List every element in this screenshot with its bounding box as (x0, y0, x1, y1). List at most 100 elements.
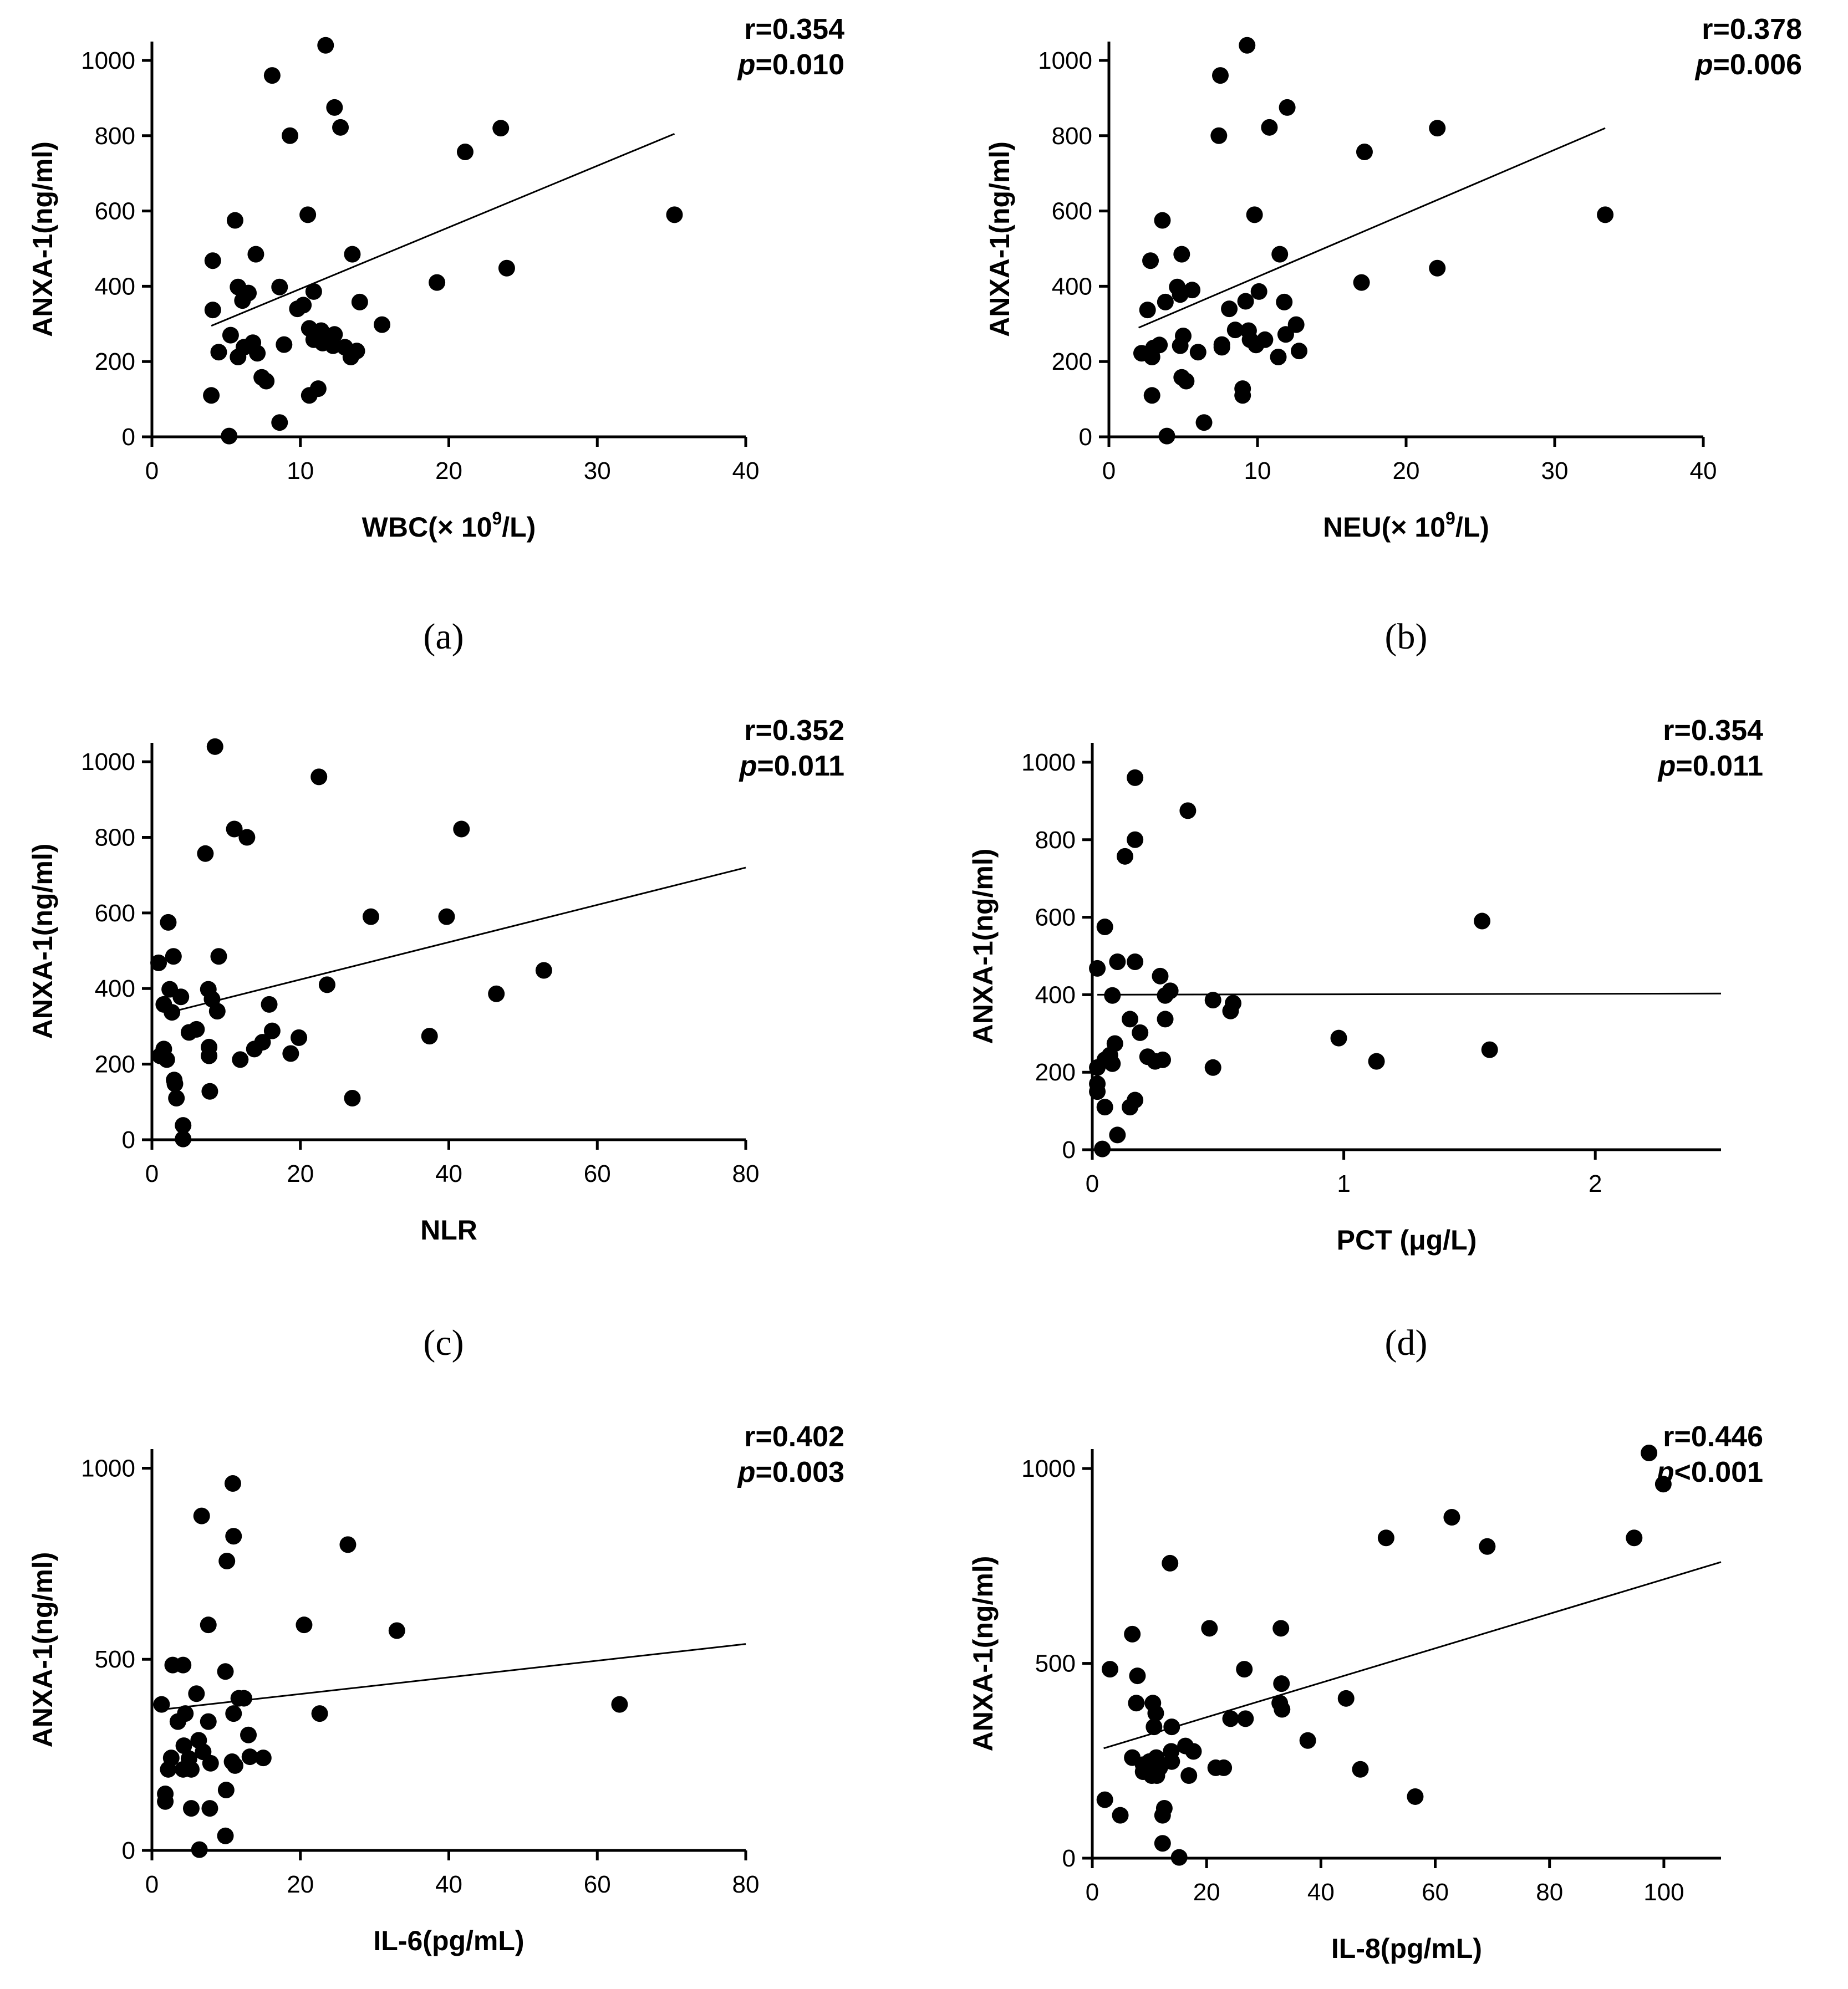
data-point (1212, 67, 1229, 84)
y-tick-label: 200 (95, 1051, 135, 1078)
data-point (1151, 336, 1168, 354)
data-point (165, 948, 182, 965)
chart-panel-4: 0 1 2 0 200 400 600 800 1000 ANXA-1(ng/ml) PCT (μg… (968, 715, 1763, 1363)
data-point (1273, 1675, 1290, 1692)
data-point (1158, 427, 1175, 445)
x-tick-label: 60 (1422, 1879, 1449, 1906)
y-axis-label: ANXA-1(ng/ml) (968, 1556, 999, 1752)
regression-line (211, 132, 675, 327)
data-point (1143, 349, 1160, 366)
stat-p: p=0.011 (1657, 750, 1763, 782)
y-axis-label: ANXA-1(ng/ml) (984, 141, 1015, 337)
data-point (175, 1117, 192, 1134)
data-point (1330, 1029, 1347, 1047)
data-point (1246, 206, 1263, 223)
data-point (498, 259, 515, 277)
data-point (150, 954, 167, 971)
stat-p: p=0.003 (737, 1456, 844, 1488)
x-tick-label: 0 (145, 457, 159, 484)
data-point (204, 252, 221, 269)
data-point (1429, 259, 1446, 277)
data-point (310, 768, 328, 786)
x-tick-label: 20 (1393, 457, 1420, 484)
data-point (1407, 1788, 1424, 1805)
data-point (1261, 119, 1278, 136)
x-tick-label: 100 (1643, 1879, 1684, 1906)
data-point (1157, 293, 1174, 310)
data-point (1172, 286, 1189, 303)
chart-panel-6: 0 20 40 60 80 10005001000ANXA-1(ng/ml)IL-8(pg… (968, 1421, 1763, 1964)
y-axis-label: ANXA-1(ng/ml) (27, 141, 58, 337)
x-tick-label: 20 (287, 1160, 314, 1187)
data-point (535, 962, 552, 979)
panel-caption: (c) (423, 1323, 464, 1363)
data-point (311, 1705, 328, 1722)
data-point (204, 302, 221, 319)
y-tick-label: 0 (1079, 424, 1092, 451)
data-point (1368, 1053, 1385, 1070)
data-point (1443, 1509, 1460, 1526)
stat-r: r=0.378 (1702, 13, 1802, 45)
data-point (201, 1083, 218, 1100)
data-point (200, 1616, 217, 1634)
data-point (225, 1528, 242, 1545)
x-axis-label: NEU(× 109/L) (1323, 508, 1489, 543)
data-point (456, 143, 474, 160)
data-point (271, 414, 288, 431)
data-point (240, 1726, 257, 1743)
data-point (1139, 302, 1156, 319)
data-point (206, 738, 223, 755)
data-point (1147, 1705, 1164, 1722)
x-tick-label: 40 (435, 1160, 462, 1187)
data-point (1173, 246, 1190, 263)
y-tick-label: 1000 (1038, 47, 1092, 74)
data-point (1124, 1625, 1141, 1643)
data-point (1248, 336, 1265, 354)
data-point (1157, 987, 1174, 1004)
y-tick-label: 200 (1052, 348, 1092, 375)
data-point (246, 1041, 263, 1058)
data-point (1337, 1690, 1355, 1707)
data-point (299, 206, 317, 223)
data-point (453, 820, 470, 838)
data-point (210, 948, 227, 965)
y-tick-label: 800 (95, 123, 135, 150)
data-point (1237, 293, 1254, 310)
data-point (193, 1507, 210, 1524)
y-tick-label: 600 (95, 198, 135, 225)
stat-p: p=0.011 (739, 750, 844, 782)
data-point (1429, 120, 1446, 137)
data-point (208, 1003, 226, 1020)
y-tick-label: 400 (95, 975, 135, 1002)
y-tick-label: 800 (1052, 123, 1092, 150)
data-point (169, 1713, 186, 1730)
data-point (1279, 99, 1296, 116)
data-point (1185, 1743, 1202, 1760)
data-point (263, 67, 281, 84)
y-tick-label: 400 (95, 273, 135, 300)
data-point (1353, 274, 1370, 291)
data-point (180, 1024, 197, 1041)
data-point (1101, 1661, 1118, 1678)
data-point (1237, 1710, 1254, 1727)
x-tick-label: 40 (1690, 457, 1717, 484)
data-point (1129, 1667, 1146, 1685)
regression-line (1138, 127, 1606, 329)
x-axis-label: WBC(× 109/L) (362, 508, 536, 543)
data-point (276, 336, 293, 353)
stat-p: p<0.001 (1656, 1456, 1763, 1488)
data-point (241, 1748, 258, 1766)
x-tick-label: 80 (732, 1871, 760, 1898)
data-point (1104, 1055, 1121, 1072)
data-point (1127, 769, 1144, 786)
data-point (160, 1761, 177, 1778)
data-point (263, 1022, 281, 1039)
data-point (1096, 1791, 1113, 1808)
data-point (421, 1028, 438, 1045)
x-tick-label: 20 (287, 1871, 314, 1898)
x-axis-label: NLR (420, 1215, 477, 1246)
data-point (1377, 1529, 1394, 1547)
data-point (1096, 1099, 1113, 1116)
data-point (1277, 326, 1294, 343)
